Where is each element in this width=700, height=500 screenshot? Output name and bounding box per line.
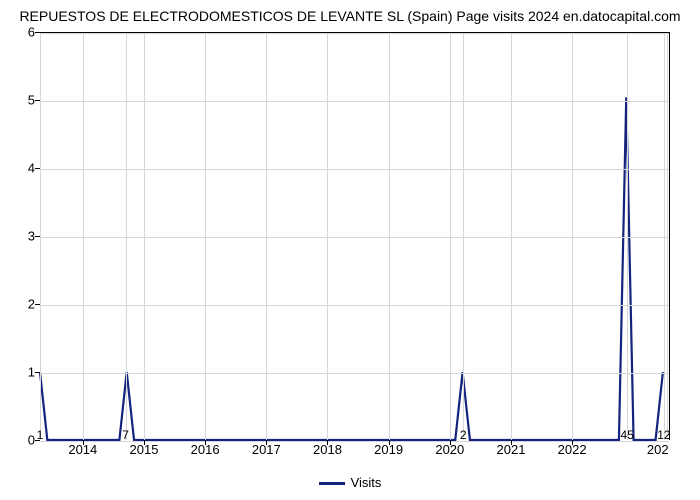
gridline-h [40,101,669,102]
gridline-v [511,33,512,440]
y-tick-label: 1 [5,365,35,380]
gridline-v [327,33,328,440]
gridline-h [40,33,669,34]
x-tick-mark [389,440,390,445]
y-tick-label: 4 [5,161,35,176]
gridline-v [266,33,267,440]
gridline-v [389,33,390,440]
x-tick-mark [83,440,84,445]
y-tick-mark [35,304,40,305]
legend-label: Visits [351,475,382,490]
x-tick-mark [144,440,145,445]
x-tick-mark [205,440,206,445]
gridline-v [144,33,145,440]
gridline-h [40,373,669,374]
x-tick-mark [266,440,267,445]
y-tick-label: 0 [5,433,35,448]
x-value-label: 1 [37,428,44,442]
gridline-v [40,33,41,440]
y-tick-mark [35,100,40,101]
y-tick-mark [35,168,40,169]
y-tick-label: 3 [5,229,35,244]
y-tick-label: 5 [5,93,35,108]
chart-title: REPUESTOS DE ELECTRODOMESTICOS DE LEVANT… [0,8,700,24]
gridline-v [627,33,628,440]
x-tick-label: 202 [647,442,669,457]
x-value-label: 7 [122,428,129,442]
gridline-v [450,33,451,440]
gridline-v [126,33,127,440]
legend-swatch [319,482,345,485]
gridline-v [205,33,206,440]
x-value-label: 12 [657,428,670,442]
x-tick-mark [450,440,451,445]
gridline-v [572,33,573,440]
y-tick-label: 2 [5,297,35,312]
x-tick-mark [572,440,573,445]
plot-area [40,32,670,440]
y-tick-label: 6 [5,25,35,40]
gridline-h [40,169,669,170]
x-value-label: 45 [620,428,633,442]
x-tick-mark [327,440,328,445]
y-tick-mark [35,236,40,237]
gridline-v [83,33,84,440]
y-tick-mark [35,32,40,33]
gridline-v [667,33,668,440]
gridline-v [664,33,665,440]
x-tick-mark [511,440,512,445]
x-value-label: 2 [460,428,467,442]
gridline-h [40,305,669,306]
y-tick-mark [35,372,40,373]
gridline-h [40,237,669,238]
gridline-v [463,33,464,440]
legend: Visits [0,475,700,490]
